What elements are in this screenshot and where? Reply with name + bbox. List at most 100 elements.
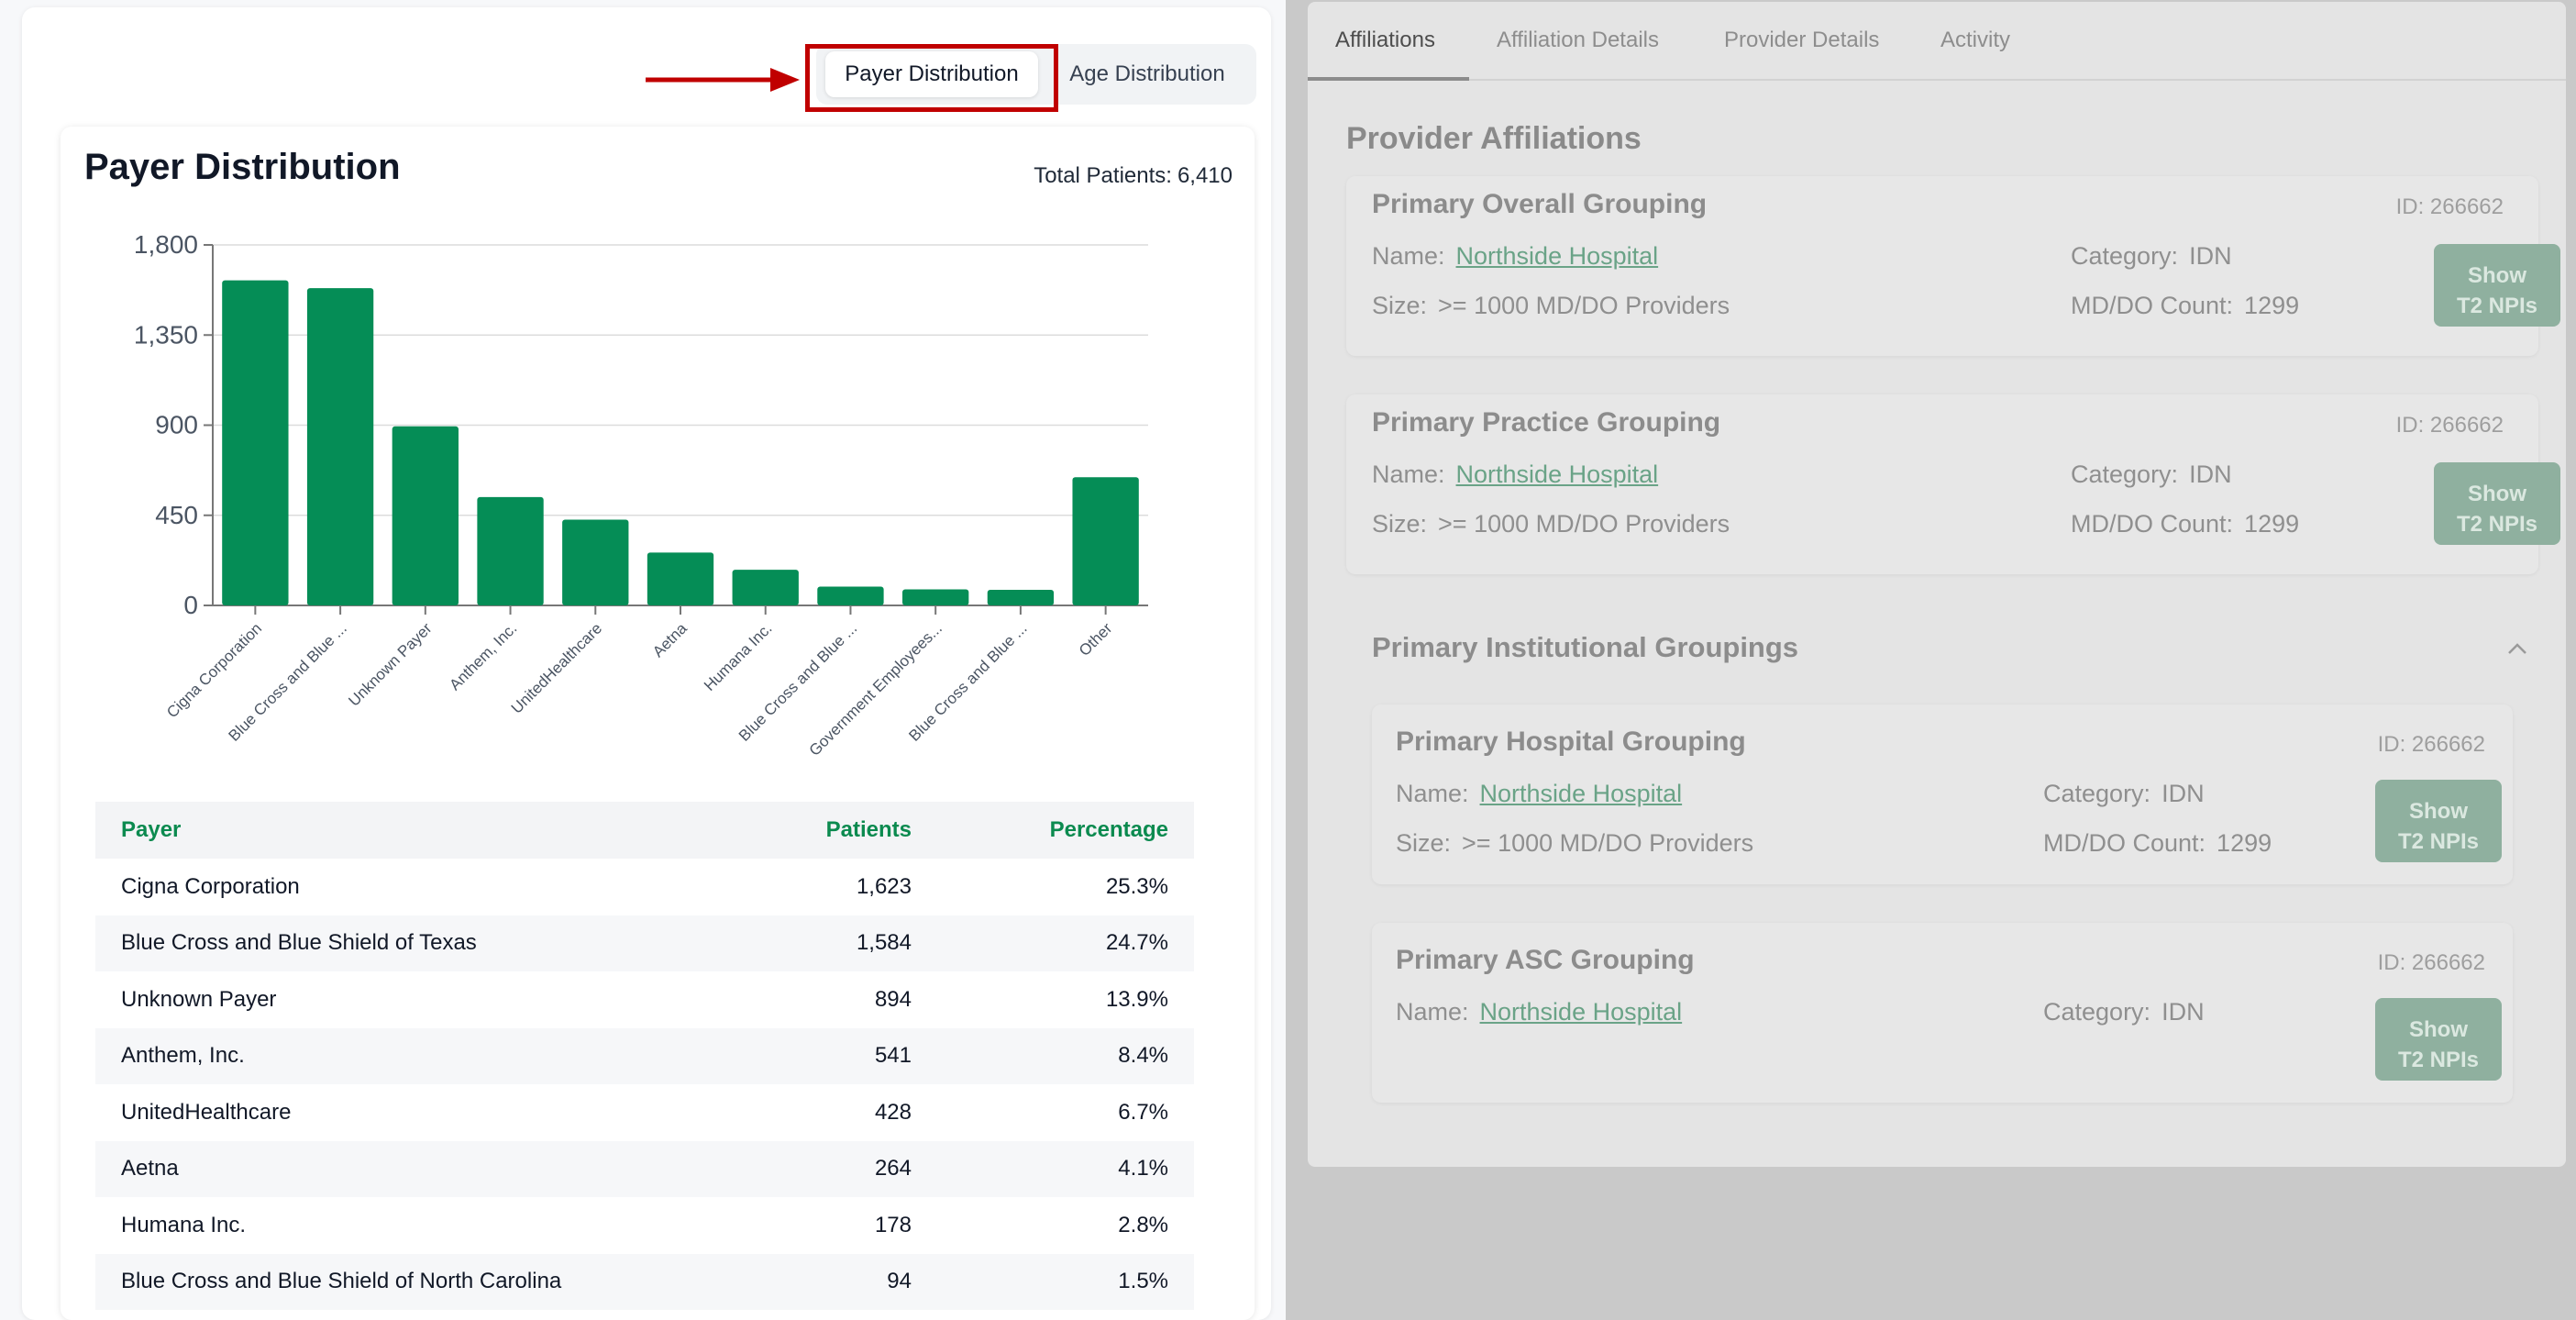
bar[interactable]	[987, 589, 1055, 605]
count-value: 1299	[2244, 510, 2300, 538]
bar[interactable]	[562, 519, 629, 605]
table-header-row: Payer Patients Percentage	[95, 802, 1194, 859]
count-label: MD/DO Count:	[2071, 292, 2234, 319]
name-link[interactable]: Northside Hospital	[1479, 998, 1683, 1026]
table-row: Blue Cross and Blue Shield of Texas 1,584…	[95, 915, 1194, 971]
bar[interactable]	[477, 496, 544, 605]
show-t2-npis-button[interactable]: Show T2 NPIs	[2434, 244, 2560, 327]
size-value: >= 1000 MD/DO Providers	[1462, 829, 1754, 857]
table-row: Blue Cross and Blue Shield of North Caro…	[95, 1253, 1194, 1310]
payer-cell: Blue Cross and Blue Shield of North Caro…	[95, 1253, 754, 1310]
category-label: Category:	[2071, 460, 2179, 488]
age-distribution-tab[interactable]: Age Distribution	[1045, 51, 1249, 97]
institutional-groupings-header[interactable]: Primary Institutional Groupings	[1372, 631, 1799, 663]
x-tick-label: UnitedHealthcare	[508, 619, 605, 716]
count-field: MD/DO Count: 1299	[2043, 829, 2272, 858]
group-id: ID: 266662	[2377, 732, 2485, 757]
x-tick-label: Other	[1076, 619, 1116, 660]
payer-distribution-tab[interactable]: Payer Distribution	[825, 51, 1038, 97]
tab-affiliations[interactable]: Affiliations	[1335, 28, 1435, 52]
y-tick-label: 900	[155, 411, 198, 439]
payer-distribution-panel: Payer Distribution Age Distribution Paye…	[22, 7, 1271, 1320]
payer-cell: Humana Inc.	[121, 1212, 247, 1237]
tab-affiliation-details[interactable]: Affiliation Details	[1497, 28, 1659, 52]
tab-provider-details[interactable]: Provider Details	[1724, 28, 1880, 52]
x-tick-label: Humana Inc.	[701, 619, 776, 694]
bar[interactable]	[647, 552, 714, 605]
size-value: >= 1000 MD/DO Providers	[1438, 292, 1730, 319]
payer-cell: Unknown Payer	[121, 986, 277, 1012]
name-link[interactable]: Northside Hospital	[1455, 242, 1659, 270]
y-tick-label: 1,350	[134, 320, 198, 349]
total-patients-value: 6,410	[1177, 163, 1233, 188]
card-title: Payer Distribution	[84, 147, 401, 187]
x-tick-label: Unknown Payer	[345, 619, 436, 710]
patients-cell: 541	[754, 1027, 937, 1084]
payer-table: Payer Patients Percentage Cigna Corporat…	[95, 802, 1194, 1310]
count-value: 1299	[2244, 292, 2300, 319]
show-t2-npis-button[interactable]: Show T2 NPIs	[2375, 780, 2502, 862]
table-row: UnitedHealthcare 428 6.7%	[95, 1084, 1194, 1141]
name-label: Name:	[1372, 242, 1445, 270]
tab-activity[interactable]: Activity	[1940, 28, 2011, 52]
bar[interactable]	[306, 288, 374, 605]
button-line1: Show	[2468, 481, 2526, 506]
payer-column-header: Payer	[95, 802, 754, 859]
percentage-cell: 8.4%	[937, 1027, 1194, 1084]
table-row: Aetna 264 4.1%	[95, 1140, 1194, 1197]
bar[interactable]	[392, 426, 459, 605]
practice-grouping-card: Primary Practice Grouping ID: 266662 Nam…	[1346, 394, 2560, 574]
group-title: Primary Overall Grouping	[1372, 189, 1708, 219]
group-title: Primary Practice Grouping	[1372, 407, 1721, 438]
size-label: Size:	[1372, 292, 1428, 319]
total-patients: Total Patients: 6,410	[1034, 163, 1233, 189]
y-tick-label: 450	[155, 501, 198, 529]
category-label: Category:	[2043, 780, 2151, 807]
affiliations-panel: Affiliations Affiliation Details Provide…	[1308, 2, 2566, 1167]
hospital-grouping-card: Primary Hospital Grouping ID: 266662 Nam…	[1372, 704, 2513, 884]
x-tick-label: Cigna Corporation	[163, 619, 265, 721]
chart-card: Payer Distribution Total Patients: 6,410 …	[61, 127, 1255, 1320]
size-label: Size:	[1372, 510, 1428, 538]
active-tab-indicator	[1308, 77, 1469, 81]
patients-cell: 428	[874, 1099, 912, 1125]
category-value: IDN	[2161, 998, 2205, 1026]
name-label: Name:	[1396, 780, 1469, 807]
bar[interactable]	[222, 280, 289, 605]
bar[interactable]	[1072, 477, 1139, 605]
percentage-cell: 24.7%	[937, 915, 1194, 971]
button-line2: T2 NPIs	[2456, 511, 2538, 537]
button-line1: Show	[2409, 1016, 2468, 1042]
percentage-cell: 1.5%	[937, 1253, 1194, 1310]
patients-cell: 1,623	[856, 873, 912, 899]
percentage-cell: 13.9%	[1105, 986, 1168, 1012]
count-field: MD/DO Count: 1299	[2071, 510, 2299, 538]
name-label: Name:	[1396, 998, 1469, 1026]
name-field: Name: Northside Hospital	[1372, 460, 1658, 489]
button-line1: Show	[2409, 798, 2468, 824]
category-label: Category:	[2071, 242, 2179, 270]
tab-bar: Affiliations Affiliation Details Provide…	[1308, 2, 2566, 81]
y-tick-label: 1,800	[134, 230, 198, 259]
count-field: MD/DO Count: 1299	[2071, 292, 2299, 320]
chevron-up-icon[interactable]	[2505, 637, 2529, 660]
button-line2: T2 NPIs	[2397, 828, 2480, 854]
size-label: Size:	[1396, 829, 1452, 857]
show-t2-npis-button[interactable]: Show T2 NPIs	[2434, 462, 2560, 545]
count-label: MD/DO Count:	[2043, 829, 2206, 857]
bar[interactable]	[817, 586, 884, 605]
button-line1: Show	[2468, 262, 2526, 288]
category-value: IDN	[2189, 242, 2232, 270]
distribution-toggle: Payer Distribution Age Distribution	[816, 44, 1256, 105]
show-t2-npis-button[interactable]: Show T2 NPIs	[2375, 998, 2502, 1081]
bar[interactable]	[732, 570, 799, 605]
patients-cell: 178	[874, 1212, 912, 1237]
name-link[interactable]: Northside Hospital	[1455, 460, 1659, 488]
name-link[interactable]: Northside Hospital	[1479, 780, 1683, 807]
size-field: Size: >= 1000 MD/DO Providers	[1372, 292, 1730, 320]
bar[interactable]	[902, 589, 969, 605]
group-id: ID: 266662	[2395, 413, 2504, 438]
button-line2: T2 NPIs	[2456, 293, 2538, 318]
percentage-cell: 6.7%	[1118, 1099, 1168, 1125]
